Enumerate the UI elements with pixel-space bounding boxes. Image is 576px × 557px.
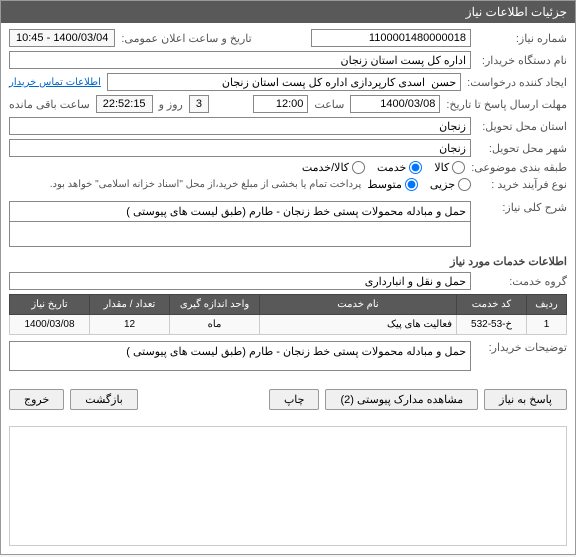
cat-both-option[interactable]: کالا/خدمت <box>302 161 365 174</box>
need-no-input[interactable] <box>311 29 471 47</box>
bt-minor-radio[interactable] <box>458 178 471 191</box>
time-label: ساعت <box>314 98 344 111</box>
cat-goods-label: کالا <box>434 161 449 174</box>
bt-minor-option[interactable]: جزیی <box>430 178 471 191</box>
th-qty: تعداد / مقدار <box>90 295 170 315</box>
th-row: ردیف <box>527 295 567 315</box>
province-label: استان محل تحویل: <box>477 120 567 133</box>
services-header: اطلاعات خدمات مورد نیاز <box>9 251 567 272</box>
deadline-date-input[interactable] <box>350 95 440 113</box>
table-header-row: ردیف کد خدمت نام خدمت واحد اندازه گیری ت… <box>10 295 567 315</box>
bt-note: پرداخت تمام یا بخشی از مبلغ خرید،از محل … <box>50 179 362 190</box>
cat-goods-radio[interactable] <box>452 161 465 174</box>
deadline-time-input[interactable] <box>253 95 308 113</box>
days-label: روز و <box>159 98 183 111</box>
category-label: طبقه بندی موضوعی: <box>471 161 567 174</box>
days-value: 3 <box>189 95 209 113</box>
cat-service-option[interactable]: خدمت <box>377 161 422 174</box>
category-radio-group: کالا خدمت کالا/خدمت <box>302 161 465 174</box>
cat-both-radio[interactable] <box>352 161 365 174</box>
cell-name: فعالیت های پیک <box>260 315 457 335</box>
city-input[interactable] <box>9 139 471 157</box>
service-group-input[interactable] <box>9 272 471 290</box>
bt-medium-label: متوسط <box>367 178 402 191</box>
service-group-label: گروه خدمت: <box>477 275 567 288</box>
creator-label: ایجاد کننده درخواست: <box>467 76 567 89</box>
button-row: پاسخ به نیاز مشاهده مدارک پیوستی (2) چاپ… <box>1 381 575 418</box>
buyer-input[interactable] <box>9 51 471 69</box>
th-code: کد خدمت <box>457 295 527 315</box>
cat-service-label: خدمت <box>377 161 406 174</box>
main-panel: شماره نیاز: تاریخ و ساعت اعلان عمومی: 14… <box>1 23 575 381</box>
th-name: نام خدمت <box>260 295 457 315</box>
buyer-notes-box: حمل و مبادله محمولات پستی خط زنجان - طار… <box>9 341 471 371</box>
need-no-label: شماره نیاز: <box>477 32 567 45</box>
cat-service-radio[interactable] <box>409 161 422 174</box>
cell-date: 1400/03/08 <box>10 315 90 335</box>
bt-minor-label: جزیی <box>430 178 455 191</box>
deadline-label: مهلت ارسال پاسخ تا تاریخ: <box>446 98 567 111</box>
contact-link[interactable]: اطلاعات تماس خریدار <box>9 77 101 88</box>
exit-button[interactable]: خروج <box>9 389 64 410</box>
empty-area <box>9 426 567 546</box>
buyer-notes-label: توضیحات خریدار: <box>477 341 567 354</box>
cell-row: 1 <box>527 315 567 335</box>
th-date: تاریخ نیاز <box>10 295 90 315</box>
services-table: ردیف کد خدمت نام خدمت واحد اندازه گیری ت… <box>9 294 567 335</box>
city-label: شهر محل تحویل: <box>477 142 567 155</box>
reply-button[interactable]: پاسخ به نیاز <box>484 389 567 410</box>
details-window: جزئیات اطلاعات نیاز شماره نیاز: تاریخ و … <box>0 0 576 555</box>
main-desc-box: حمل و مبادله محمولات پستی خط زنجان - طار… <box>9 201 471 222</box>
creator-input[interactable] <box>107 73 461 91</box>
remain-label: ساعت باقی مانده <box>9 98 90 111</box>
main-desc-extra <box>9 221 471 247</box>
buy-type-radio-group: جزیی متوسط <box>367 178 471 191</box>
cat-both-label: کالا/خدمت <box>302 161 349 174</box>
bt-medium-option[interactable]: متوسط <box>367 178 418 191</box>
cat-goods-option[interactable]: کالا <box>434 161 465 174</box>
window-title: جزئیات اطلاعات نیاز <box>1 1 575 23</box>
back-button[interactable]: بازگشت <box>70 389 138 410</box>
ann-date-value: 1400/03/04 - 10:45 <box>9 29 115 47</box>
attachments-button[interactable]: مشاهده مدارک پیوستی (2) <box>325 389 478 410</box>
print-button[interactable]: چاپ <box>269 389 320 410</box>
province-input[interactable] <box>9 117 471 135</box>
th-unit: واحد اندازه گیری <box>170 295 260 315</box>
cell-qty: 12 <box>90 315 170 335</box>
table-row[interactable]: 1 خ-53-532 فعالیت های پیک ماه 12 1400/03… <box>10 315 567 335</box>
buy-type-label: نوع فرآیند خرید : <box>477 178 567 191</box>
bt-medium-radio[interactable] <box>405 178 418 191</box>
buyer-label: نام دستگاه خریدار: <box>477 54 567 67</box>
ann-date-label: تاریخ و ساعت اعلان عمومی: <box>121 32 251 45</box>
cell-code: خ-53-532 <box>457 315 527 335</box>
main-desc-label: شرح کلی نیاز: <box>477 201 567 214</box>
remain-time-value: 22:52:15 <box>96 95 153 113</box>
cell-unit: ماه <box>170 315 260 335</box>
